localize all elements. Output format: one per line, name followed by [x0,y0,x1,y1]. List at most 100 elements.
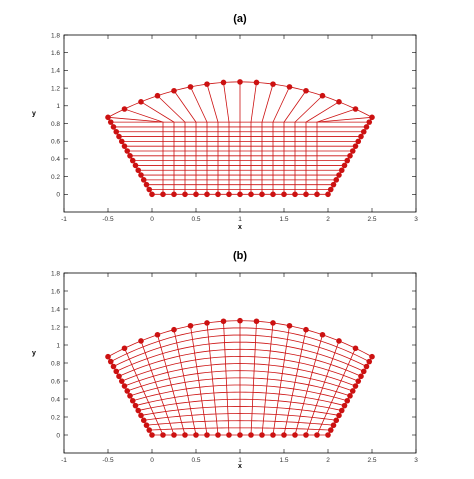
top-node [138,338,144,344]
top-node [336,99,342,105]
right-node [355,138,362,145]
bottom-node [171,432,177,438]
y-tick-label: 1.8 [51,270,60,277]
bottom-node [248,191,254,198]
boundary-nodes [105,79,375,198]
top-node [237,79,243,85]
x-tick-label: 2.5 [367,216,376,223]
right-node [355,378,362,384]
bottom-node [325,191,331,198]
right-node [358,133,364,140]
right-node [341,162,348,169]
bottom-node [160,432,166,438]
mesh-column-line [223,82,230,123]
x-tick-label: 2 [326,457,330,464]
top-node [187,84,194,90]
bottom-node [215,191,221,198]
x-tick-label: -0.5 [102,216,114,223]
x-tick-label: 3 [414,216,418,223]
y-tick-label: 0.2 [51,414,60,421]
x-axis-label: x [238,224,242,231]
left-node [118,378,125,384]
right-node [338,167,345,174]
top-node [121,106,128,112]
bottom-node [226,191,232,198]
left-node [107,119,114,125]
mesh-column-line [223,321,230,436]
right-node [347,393,353,399]
top-node [270,320,276,326]
y-tick-label: 1 [56,342,60,349]
top-node [204,81,210,87]
mesh-column-line [283,90,307,123]
mesh-column-line [250,321,257,436]
chart-title: (a) [233,13,247,25]
right-node [366,358,373,365]
mesh-column-line [140,340,175,436]
top-node [319,331,326,338]
y-tick-label: 1.2 [51,324,60,331]
right-node [327,186,334,193]
right-node [333,417,340,424]
y-tick-label: 1.4 [51,306,60,313]
bottom-node [182,432,188,438]
y-tick-label: 0.4 [51,156,60,163]
top-node [154,92,161,99]
bottom-node [292,432,298,438]
left-node [129,157,136,164]
bottom-node [303,191,309,198]
left-node [140,177,147,183]
left-node [121,143,128,149]
right-node [327,427,334,433]
y-tick-label: 1.6 [51,288,60,295]
left-node [146,186,153,193]
mesh-column-line [190,325,208,436]
right-node [352,143,359,149]
top-node [138,99,144,105]
right-node [330,422,337,429]
right-node [360,128,367,135]
bottom-node [149,432,155,438]
bottom-node [270,432,276,438]
mesh-column-line [283,329,307,436]
mesh-column-line [173,329,197,436]
bottom-node [303,432,309,438]
left-node [110,124,117,130]
mesh-column-line [261,84,274,123]
x-tick-label: 1.5 [279,216,288,223]
y-tick-label: 1.2 [51,85,60,92]
top-node [220,318,227,325]
bottom-node [259,432,265,438]
right-node [363,363,370,370]
top-node [171,326,177,333]
y-axis-label: y [32,350,36,357]
chart-title: (b) [233,250,247,262]
top-node [121,345,128,352]
right-node [363,124,370,130]
mesh-column-line [316,348,356,436]
y-tick-label: 0 [56,432,60,439]
bottom-node [204,191,210,198]
y-tick-label: 0 [56,192,60,199]
mesh-column-line [294,334,323,436]
right-node [366,119,373,125]
y-tick-label: 1.8 [51,32,60,39]
left-node [107,358,114,365]
mesh-column-line [294,95,323,123]
top-node [105,353,111,360]
y-tick-label: 0.8 [51,121,60,128]
left-node [140,417,147,424]
x-tick-label: 1 [238,457,242,464]
left-node [143,181,150,188]
left-node [116,373,122,380]
mesh-column-line [272,86,290,123]
bottom-node [237,432,243,438]
chart-panel-2: (b) -1 -0.5 0 0.5 1 1.5 2 2.5 3 0 0.2 0.4 0.6 0.8 1 1.2 1… [32,250,418,470]
top-node [352,345,359,352]
right-node [338,407,345,414]
bottom-node [237,191,243,198]
x-axis-label: x [238,463,242,470]
bottom-node [215,432,221,438]
bottom-node [281,432,287,438]
